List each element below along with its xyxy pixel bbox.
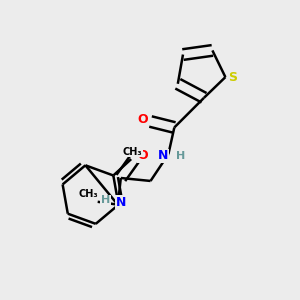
Text: O: O xyxy=(138,112,148,126)
Text: N: N xyxy=(116,196,126,209)
Text: N: N xyxy=(158,149,168,162)
Text: S: S xyxy=(228,70,237,84)
Text: H: H xyxy=(176,151,185,161)
Text: CH₃: CH₃ xyxy=(79,189,99,199)
Text: CH₃: CH₃ xyxy=(123,147,142,157)
Text: H: H xyxy=(101,195,110,205)
Text: O: O xyxy=(138,149,148,162)
